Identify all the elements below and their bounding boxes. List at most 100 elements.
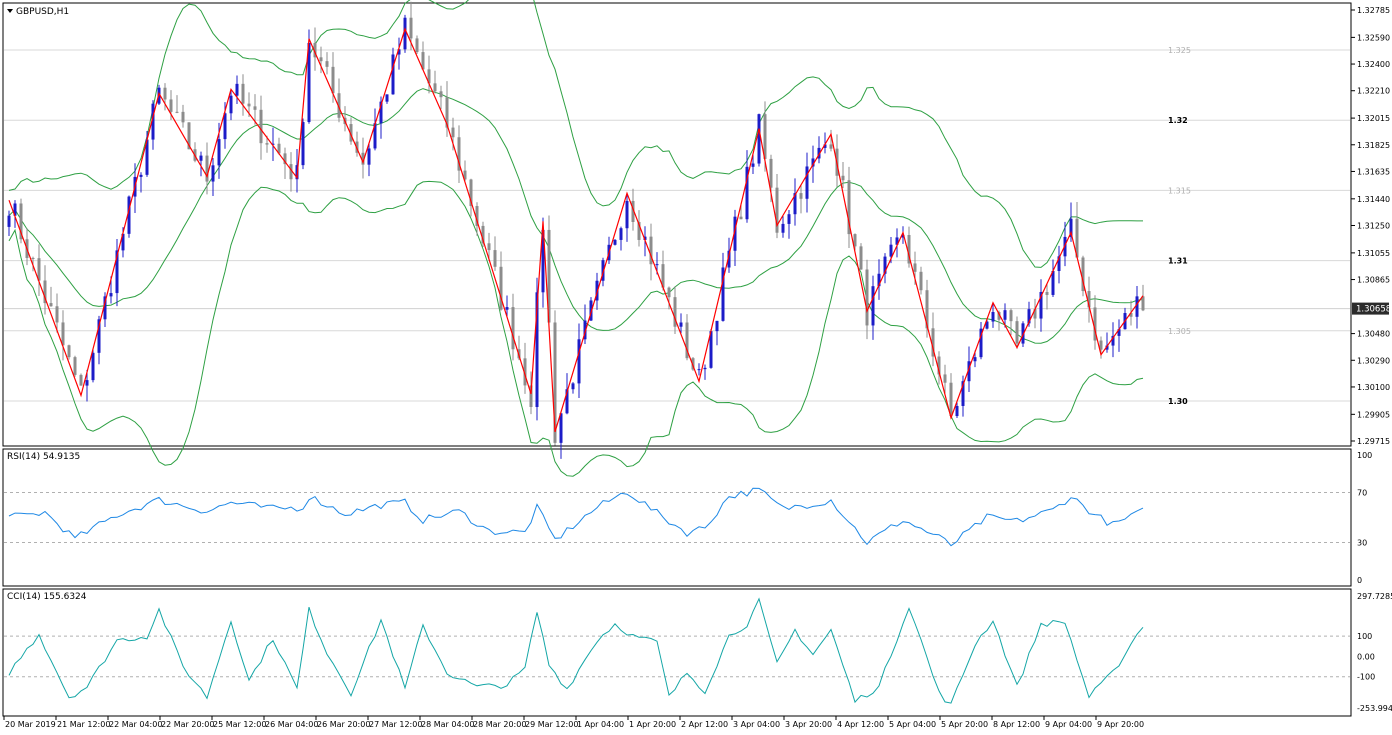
candle-body	[1129, 313, 1133, 317]
candle-body	[1057, 256, 1061, 271]
candle-body	[865, 269, 869, 326]
candle-body	[1081, 257, 1085, 292]
candle-body	[1099, 340, 1103, 350]
rsi-tick-label: 100	[1357, 451, 1372, 460]
candle-body	[1117, 329, 1121, 336]
time-tick-label: 28 Mar 20:00	[473, 720, 526, 729]
rsi-panel[interactable]	[2, 448, 1352, 587]
candle-body	[625, 200, 629, 229]
candle-body	[337, 93, 341, 118]
candle-body	[709, 331, 713, 368]
candle-body	[715, 320, 719, 332]
candle-body	[475, 206, 479, 226]
candle-body	[739, 216, 743, 220]
price-tick-label: 1.31055	[1357, 249, 1390, 258]
candle-body	[7, 215, 11, 227]
candle-body	[253, 106, 257, 110]
candle-body	[685, 322, 689, 359]
price-axis: 1.32785 1.32590 1.32400 1.32210 1.32015 1.318…	[1351, 6, 1390, 446]
candle-body	[973, 357, 977, 362]
triangle-down-icon[interactable]	[7, 9, 13, 13]
grid-lines	[4, 49, 1350, 678]
candle-body	[907, 235, 911, 264]
cci-line	[8, 597, 1144, 704]
candle-body	[1111, 335, 1115, 346]
cci-tick-label: 100	[1357, 632, 1372, 641]
candle-body	[205, 155, 209, 182]
time-tick-label: 1 Apr 20:00	[629, 720, 676, 729]
candle-body	[505, 307, 509, 310]
candle-body	[829, 144, 833, 149]
time-tick-label: 5 Apr 20:00	[941, 720, 988, 729]
time-tick-label: 1 Apr 04:00	[577, 720, 624, 729]
candle-body	[823, 144, 827, 148]
candle-body	[187, 122, 191, 150]
candle-body	[667, 287, 671, 298]
candle-body	[79, 374, 83, 386]
candle-body	[115, 250, 119, 294]
candle-body	[445, 97, 449, 128]
candle-body	[547, 229, 551, 323]
candle-body	[1027, 309, 1031, 324]
candle-body	[745, 166, 749, 220]
candle-body	[853, 234, 857, 247]
candle-body	[847, 180, 851, 235]
candle-body	[997, 312, 1001, 320]
candle-body	[1039, 291, 1043, 319]
candle-body	[217, 139, 221, 166]
candle-body	[565, 389, 569, 414]
candle-body	[391, 54, 395, 95]
candle-body	[811, 158, 815, 167]
price-tick-label: 1.29715	[1357, 437, 1390, 446]
candle-body	[49, 303, 53, 307]
main-price-panel[interactable]	[2, 2, 1352, 447]
price-tick-label: 1.30290	[1357, 356, 1390, 365]
candle-body	[511, 307, 515, 350]
level-label: 1.325	[1168, 46, 1191, 55]
candle-body	[409, 17, 413, 39]
time-tick-label: 22 Mar 04:00	[109, 720, 162, 729]
candle-body	[805, 166, 809, 199]
candle-body	[229, 95, 233, 114]
candle-body	[301, 122, 305, 166]
time-tick-label: 26 Mar 20:00	[317, 720, 370, 729]
candle-body	[769, 158, 773, 188]
time-tick-label: 27 Mar 12:00	[369, 720, 422, 729]
candle-body	[925, 290, 929, 329]
time-tick-label: 25 Mar 12:00	[213, 720, 266, 729]
candle-body	[619, 228, 623, 240]
candle-body	[109, 293, 113, 297]
candle-body	[661, 264, 665, 288]
candle-body	[571, 383, 575, 390]
candle-body	[121, 233, 125, 251]
candle-body	[775, 187, 779, 233]
candle-body	[991, 312, 995, 322]
bollinger-upper-band	[8, 0, 1143, 268]
candle-body	[613, 239, 617, 245]
candle-body	[319, 57, 323, 62]
candle-body	[1141, 296, 1145, 311]
candle-body	[13, 203, 17, 216]
candle-body	[211, 165, 215, 182]
candle-body	[919, 271, 923, 291]
candle-body	[871, 286, 875, 326]
price-tick-label: 1.31440	[1357, 195, 1390, 204]
current-price-text: 1.30658	[1356, 305, 1391, 315]
rsi-tick-label: 0	[1357, 576, 1362, 585]
time-tick-label: 5 Apr 04:00	[889, 720, 936, 729]
candle-body	[817, 147, 821, 159]
candle-body	[457, 137, 461, 171]
cci-panel[interactable]	[2, 588, 1352, 717]
candle-body	[901, 235, 905, 238]
candle-body	[175, 111, 179, 113]
candle-body	[655, 264, 659, 266]
rsi-tick-label: 70	[1357, 489, 1367, 498]
candle-body	[73, 357, 77, 375]
level-label: 1.305	[1168, 327, 1191, 336]
candle-body	[631, 200, 635, 222]
candle-body	[223, 113, 227, 140]
candle-body	[163, 87, 167, 100]
candle-body	[727, 250, 731, 268]
